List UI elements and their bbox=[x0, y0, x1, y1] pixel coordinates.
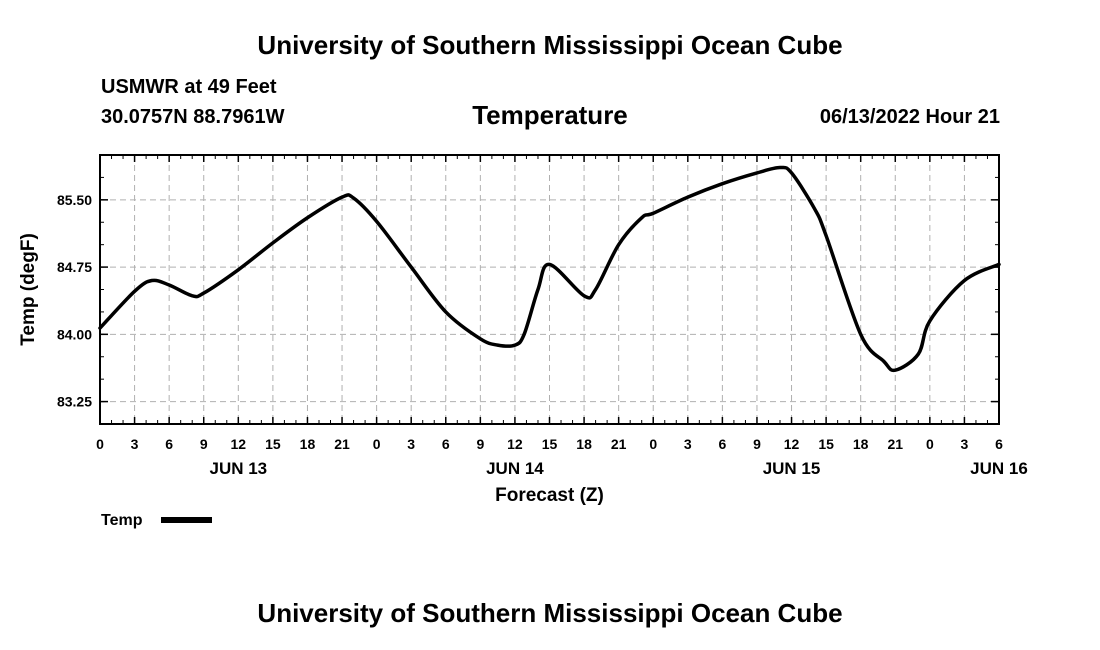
x-tick-label: 3 bbox=[407, 436, 415, 452]
day-label: JUN 14 bbox=[486, 459, 544, 478]
x-tick-label: 12 bbox=[507, 436, 523, 452]
y-tick-label: 84.00 bbox=[57, 326, 92, 342]
forecast-datetime: 06/13/2022 Hour 21 bbox=[819, 106, 1000, 128]
legend: Temp bbox=[101, 512, 212, 529]
x-tick-label: 0 bbox=[649, 436, 657, 452]
x-tick-label: 15 bbox=[542, 436, 558, 452]
x-tick-label: 9 bbox=[476, 436, 484, 452]
chart-title: Temperature bbox=[472, 100, 628, 130]
x-tick-label: 15 bbox=[818, 436, 834, 452]
x-tick-label: 0 bbox=[373, 436, 381, 452]
x-tick-label: 3 bbox=[961, 436, 969, 452]
x-tick-label: 6 bbox=[995, 436, 1003, 452]
grid bbox=[100, 155, 999, 424]
x-axis-label: Forecast (Z) bbox=[495, 485, 604, 506]
day-label: JUN 15 bbox=[763, 459, 821, 478]
day-label: JUN 13 bbox=[209, 459, 267, 478]
x-tick-label: 18 bbox=[576, 436, 592, 452]
y-tick-label: 84.75 bbox=[57, 259, 92, 275]
x-tick-label: 3 bbox=[684, 436, 692, 452]
x-tick-label: 21 bbox=[887, 436, 903, 452]
station-label: USMWR at 49 Feet bbox=[101, 76, 277, 98]
x-tick-label: 12 bbox=[784, 436, 800, 452]
axis-ticks bbox=[99, 155, 1000, 424]
x-tick-label: 15 bbox=[265, 436, 281, 452]
footer-title: University of Southern Mississippi Ocean… bbox=[257, 598, 843, 628]
page-title: University of Southern Mississippi Ocean… bbox=[257, 30, 843, 60]
x-tick-label: 3 bbox=[131, 436, 139, 452]
x-tick-label: 12 bbox=[231, 436, 247, 452]
x-tick-label: 18 bbox=[853, 436, 869, 452]
x-tick-label: 9 bbox=[753, 436, 761, 452]
x-tick-label: 21 bbox=[334, 436, 350, 452]
series-line-temp bbox=[98, 165, 1001, 373]
y-tick-label: 85.50 bbox=[57, 192, 92, 208]
x-axis-day-labels: JUN 13 JUN 14 JUN 15 JUN 16 bbox=[209, 459, 1027, 478]
x-tick-label: 9 bbox=[200, 436, 208, 452]
station-coordinates: 30.0757N 88.7961W bbox=[101, 106, 285, 128]
y-tick-label: 83.25 bbox=[57, 394, 92, 410]
x-tick-label: 6 bbox=[718, 436, 726, 452]
x-axis-tick-labels: 0 3 6 9 12 15 18 21 0 3 6 9 12 15 18 21 0 3 6 9 12 15 18 21 0 3 6 bbox=[96, 436, 1003, 452]
x-tick-label: 0 bbox=[926, 436, 934, 452]
x-tick-label: 0 bbox=[96, 436, 104, 452]
x-tick-label: 6 bbox=[442, 436, 450, 452]
y-axis-label: Temp (degF) bbox=[18, 233, 39, 346]
x-tick-label: 18 bbox=[300, 436, 316, 452]
legend-swatch-temp bbox=[161, 517, 212, 523]
x-tick-label: 6 bbox=[165, 436, 173, 452]
y-axis-tick-labels: 83.25 84.00 84.75 85.50 bbox=[57, 192, 92, 410]
legend-label-temp: Temp bbox=[101, 512, 143, 529]
day-label: JUN 16 bbox=[970, 459, 1028, 478]
x-tick-label: 21 bbox=[611, 436, 627, 452]
